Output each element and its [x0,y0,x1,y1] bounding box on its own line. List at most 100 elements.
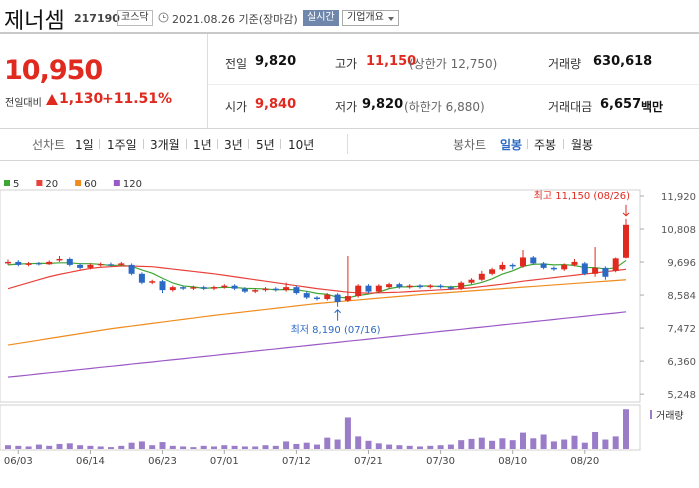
candle-body [97,264,104,266]
candle-body [221,285,228,288]
candle-body [406,285,413,288]
volume-bar [87,445,94,449]
period-tab-active[interactable]: 일봉 [500,138,523,152]
volume-bar [324,437,331,449]
market-badge: 코스닥 [117,10,153,26]
volume-bar [46,445,53,449]
stat-value: 6,657 [600,97,642,112]
period-tab[interactable]: 10년 [288,138,315,152]
volume-bar [241,446,248,449]
legend-swatch [75,180,82,186]
candle-body [108,264,114,266]
volume-bar [314,444,320,449]
candle-body [612,258,619,271]
volume-bar [252,446,259,449]
price-change: 1,130 [59,91,104,107]
volume-bar [437,445,444,449]
quote-rule [0,128,699,129]
volume-bar [540,434,547,449]
y-tick-label: 11,920 [661,192,696,203]
volume-bar [365,440,372,449]
up-arrow [46,94,58,105]
stock-chart: 11,920 10,808 9,696 8,584 7,472 6,360 5,248 5 20… [0,179,696,467]
ma-line [7,279,627,346]
realtime-button[interactable]: 실시간 [303,10,339,26]
x-tick-label: 07/30 [426,456,455,467]
ma-line [7,311,627,378]
volume-bar [550,441,557,449]
price-panel-frame [0,189,641,403]
stat-note: (하한가 6,880) [404,100,485,114]
candle-body [417,285,423,288]
candle-body [56,258,63,261]
candle-body [540,263,547,268]
candle-body [458,282,465,289]
period-tab[interactable]: 월봉 [571,138,594,152]
ma-line [7,265,627,294]
period-tab[interactable]: 주봉 [534,138,557,152]
candle-body [478,273,485,280]
stat-label: 거래량 [548,57,582,71]
volume-bar [15,445,22,449]
volume-bar [468,438,475,449]
x-tick-label: 06/03 [4,456,33,467]
tab-separator [280,139,281,149]
tabs-rule [0,160,699,161]
candle-body [5,261,11,264]
candle-body [46,261,53,265]
period-tab[interactable]: 3년 [224,138,243,152]
stat-value: 9,840 [255,97,297,112]
header-rule [0,32,699,34]
volume-bar [406,445,413,449]
candle-body [66,258,73,265]
volume-bar [293,443,300,449]
tab-separator [563,139,564,149]
high-annotation: 최고 11,150 (08/26) [534,190,630,202]
candle-body [252,290,259,292]
candle-body [159,281,166,291]
volume-bar [489,440,496,449]
x-tick-label: 08/10 [498,456,527,467]
period-tab[interactable]: 1년 [193,138,212,152]
period-tab[interactable]: 3개월 [150,138,180,152]
volume-bar [118,445,125,449]
y-tick-label: 10,808 [661,225,696,236]
volume-bar [138,441,145,449]
tab-separator [248,139,249,149]
volume-bar [108,447,114,449]
overview-button[interactable]: 기업개요 [342,10,399,26]
candle-body [190,287,197,289]
volume-bar [612,436,619,449]
volume-bar [592,431,599,449]
volume-bar [520,432,526,449]
tab-divider [347,134,348,154]
stat-label: 전일 [225,57,248,71]
tab-separator [99,139,100,149]
candle-body [468,279,475,283]
period-tab[interactable]: 1주일 [107,138,137,152]
volume-bar [190,447,197,449]
volume-bar [396,445,403,449]
volume-bar [66,443,73,449]
candle-body [489,269,496,274]
y-tick-label: 6,360 [667,357,696,368]
legend-swatch [36,180,43,186]
legend-swatch [113,180,120,186]
candle-body [87,264,94,268]
stat-value: 9,820 [255,54,297,69]
volume-bar [530,438,537,449]
volume-bar [355,436,362,449]
period-tab[interactable]: 1일 [75,138,94,152]
tab-group-label: 선차트 [32,138,66,152]
candle-body [77,264,84,268]
volume-bar [458,440,465,449]
company-name: 제너셈 [4,9,65,34]
volume-bar [478,437,485,449]
candle-body [15,261,22,265]
tab-group-label: 봉차트 [453,138,487,152]
candle-body [592,267,599,274]
period-tab[interactable]: 5년 [256,138,275,152]
volume-bar [25,446,32,449]
volume-bar [169,445,176,449]
